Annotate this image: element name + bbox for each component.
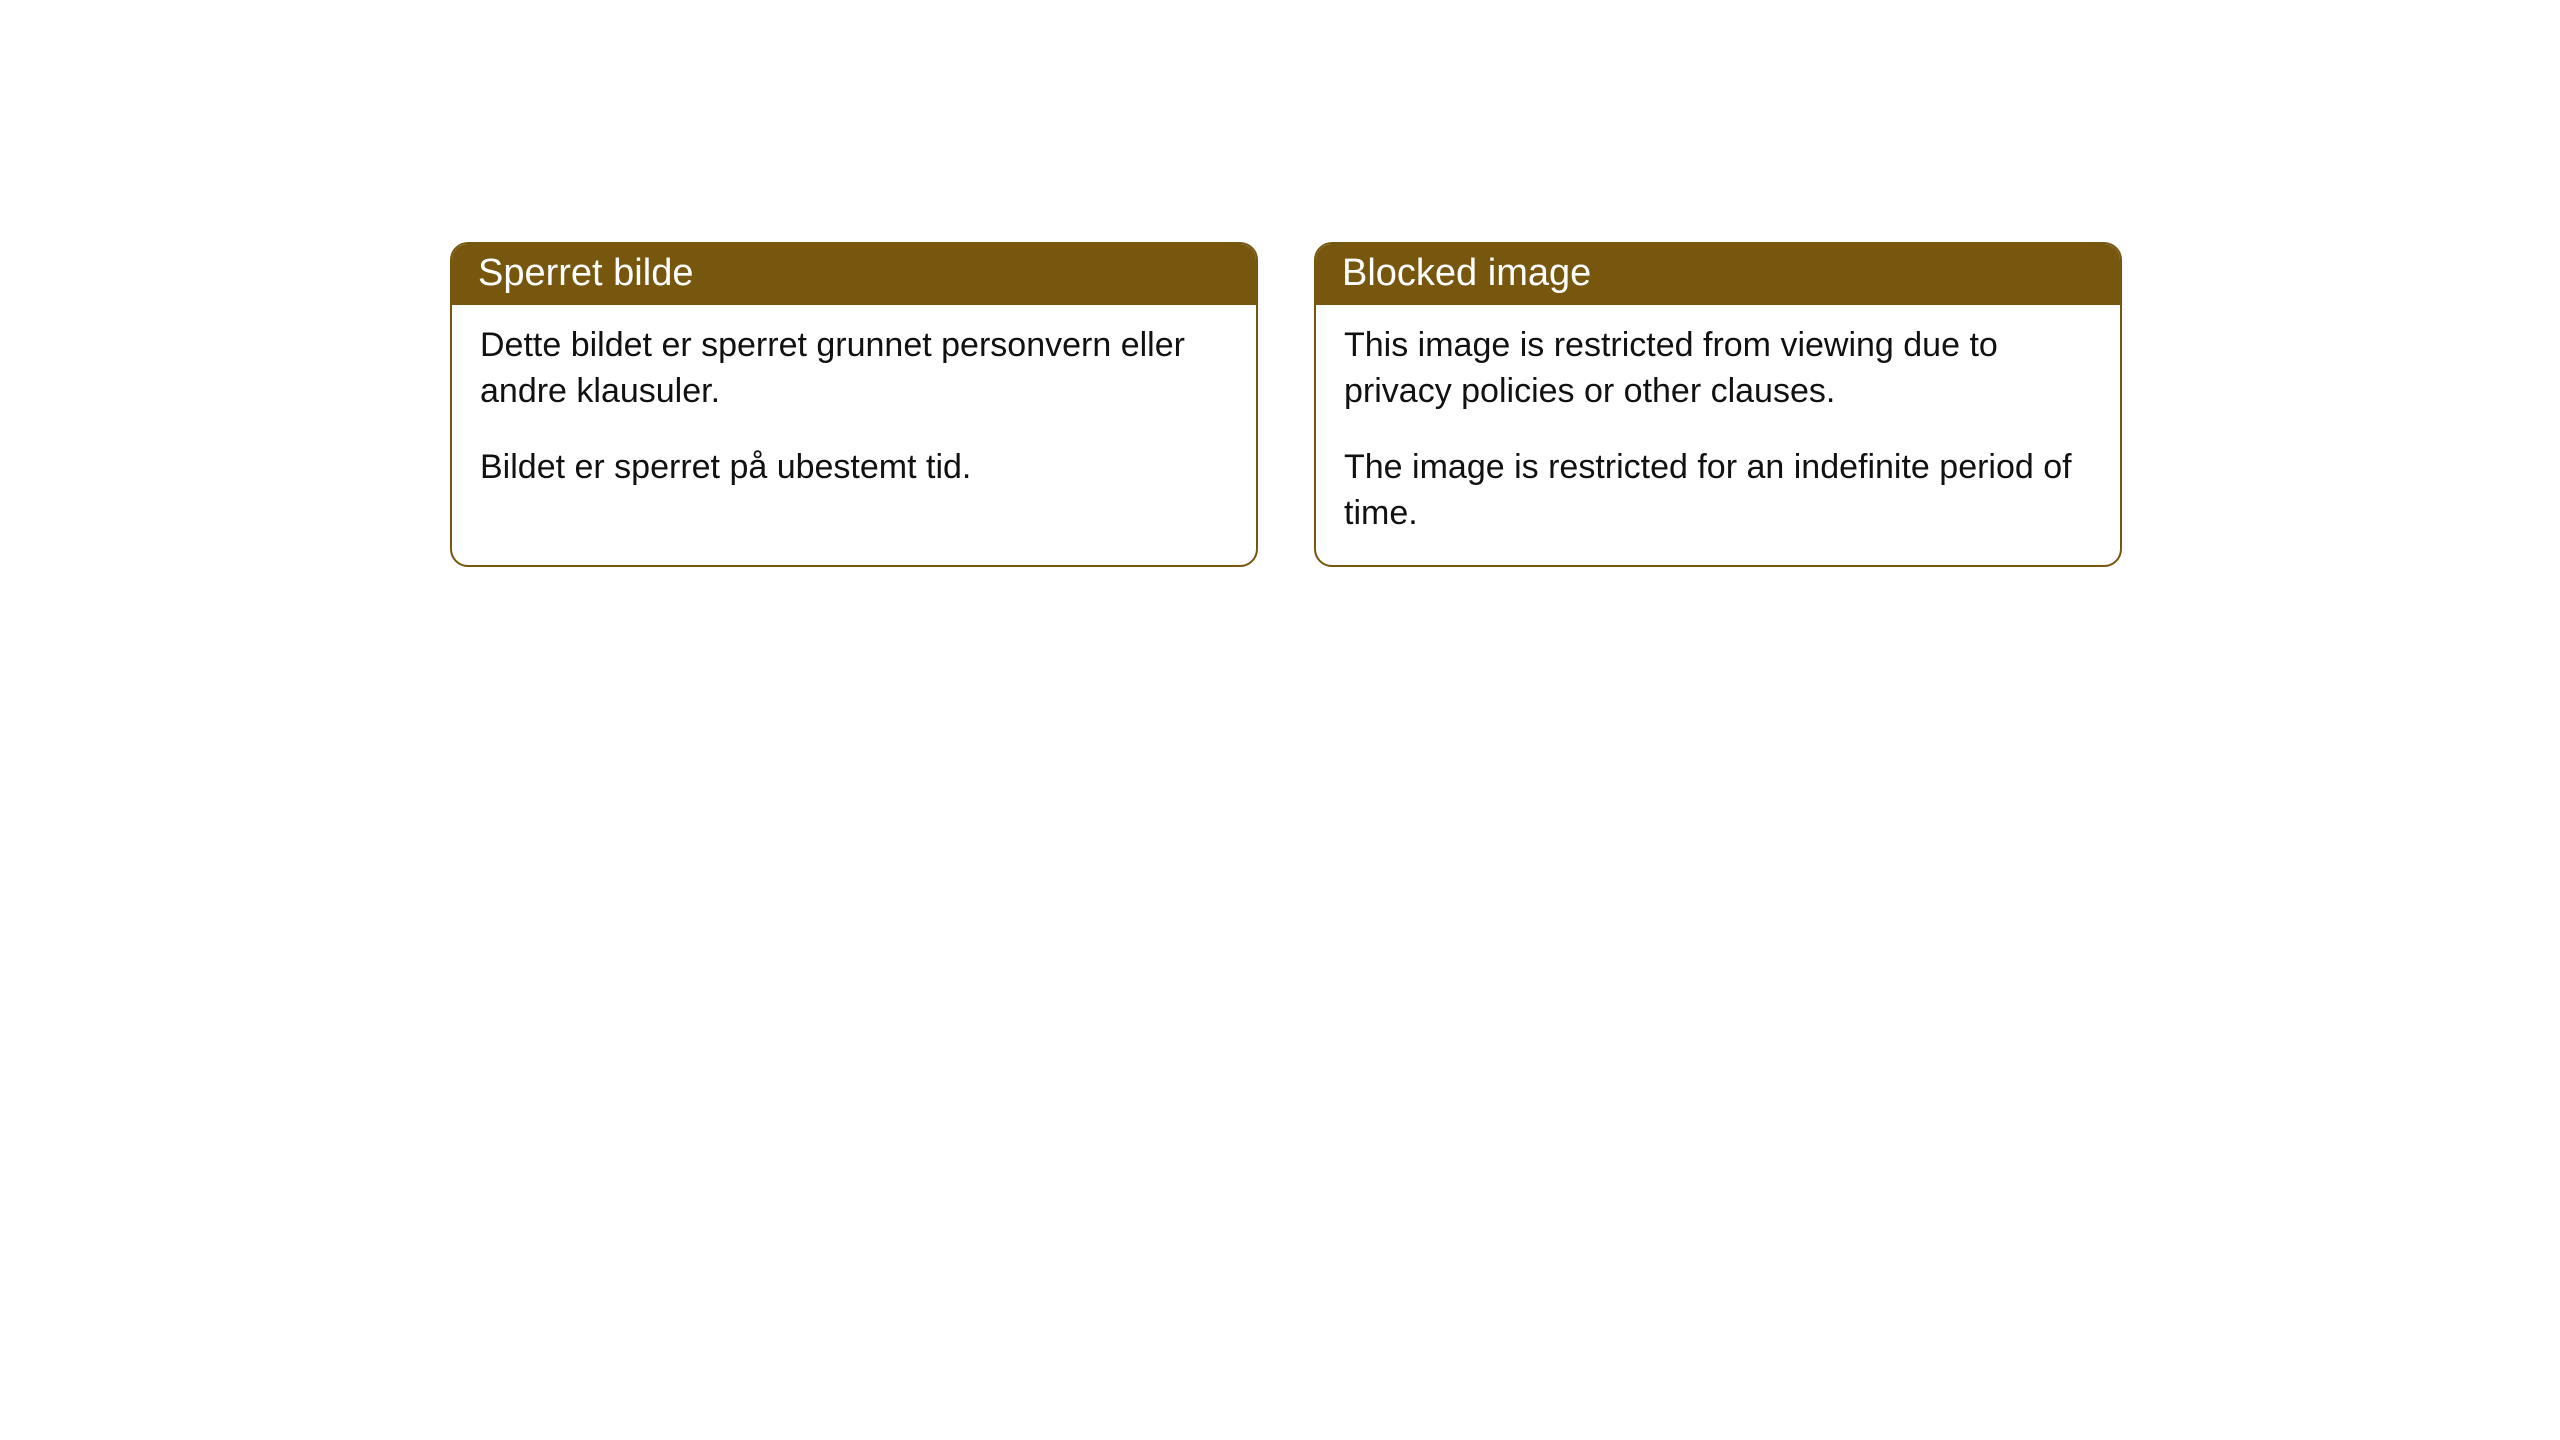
card-body-en: This image is restricted from viewing du… — [1316, 305, 2120, 565]
card-text-en-2: The image is restricted for an indefinit… — [1344, 445, 2092, 537]
card-text-no-1: Dette bildet er sperret grunnet personve… — [480, 323, 1228, 415]
card-body-no: Dette bildet er sperret grunnet personve… — [452, 305, 1256, 519]
card-text-en-1: This image is restricted from viewing du… — [1344, 323, 2092, 415]
card-header-no: Sperret bilde — [452, 244, 1256, 305]
blocked-image-card-no: Sperret bilde Dette bildet er sperret gr… — [450, 242, 1258, 567]
card-header-en: Blocked image — [1316, 244, 2120, 305]
blocked-image-card-en: Blocked image This image is restricted f… — [1314, 242, 2122, 567]
card-text-no-2: Bildet er sperret på ubestemt tid. — [480, 445, 1228, 491]
notice-cards-container: Sperret bilde Dette bildet er sperret gr… — [450, 242, 2122, 567]
